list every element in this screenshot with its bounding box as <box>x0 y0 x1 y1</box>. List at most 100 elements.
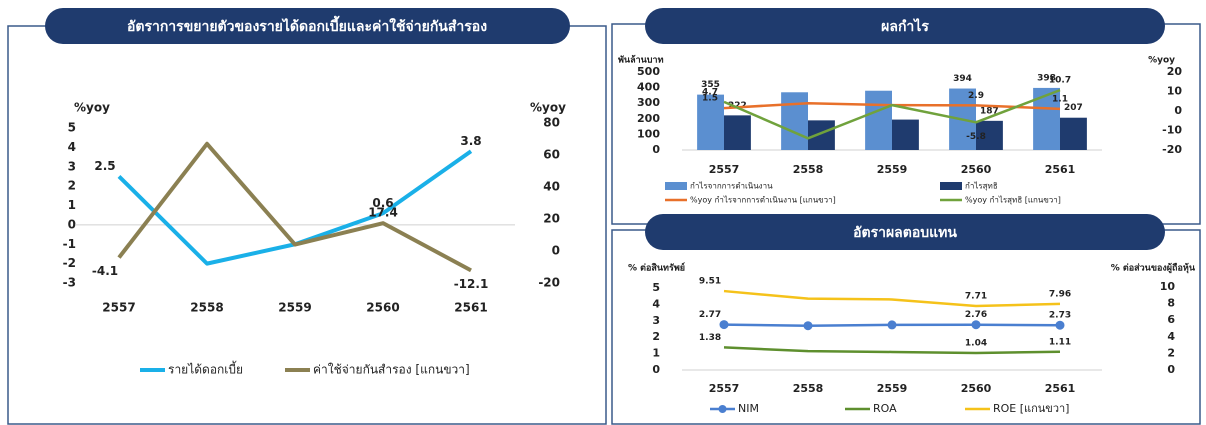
data-label: 222 <box>728 101 747 111</box>
x-tick-label: 2558 <box>793 163 824 176</box>
line <box>117 141 472 273</box>
x-tick-label: 2558 <box>793 382 824 395</box>
data-label: 2.5 <box>94 159 115 173</box>
y-tick-label: 500 <box>637 65 660 78</box>
y-tick-label: 3 <box>68 159 76 173</box>
data-label: 4.7 <box>702 87 718 97</box>
y-tick-label: 4 <box>652 297 660 310</box>
bar <box>808 120 835 150</box>
legend-label: กำไรสุทธิ <box>965 182 998 191</box>
chart-title: ผลกำไร <box>881 17 929 35</box>
bar <box>781 92 808 150</box>
data-label: 1.1 <box>1052 94 1068 104</box>
x-tick-label: 2559 <box>877 382 908 395</box>
y2-tick-label: -10 <box>1162 124 1182 137</box>
legend-label: ROA <box>873 402 897 415</box>
data-label: 10.7 <box>1049 76 1071 86</box>
x-tick-label: 2560 <box>961 382 992 395</box>
title-pill <box>45 8 570 44</box>
line <box>117 149 473 266</box>
x-tick-label: 2559 <box>877 163 908 176</box>
data-label: 17.4 <box>368 206 398 220</box>
data-label: 2.9 <box>968 91 984 101</box>
x-tick-label: 2557 <box>709 163 740 176</box>
data-label: 207 <box>1064 103 1083 113</box>
y-tick-label: -3 <box>63 276 76 290</box>
legend-swatch <box>665 182 687 190</box>
legend-label: NIM <box>738 402 759 415</box>
y-tick-label: 3 <box>652 314 660 327</box>
y2-tick-label: 8 <box>1167 297 1175 310</box>
line <box>723 346 1061 355</box>
y2-tick-label: 0 <box>1167 363 1175 376</box>
y-tick-label: 400 <box>637 81 660 94</box>
title-pill <box>645 8 1165 44</box>
data-label: 1.11 <box>1049 337 1071 347</box>
marker <box>803 321 813 331</box>
data-label: -5.8 <box>966 132 986 142</box>
y-tick-label: 0 <box>652 363 660 376</box>
data-label: 355 <box>701 80 720 90</box>
y2-tick-label: 2 <box>1167 346 1175 359</box>
marker <box>719 320 729 330</box>
y-axis-title: พันล้านบาท <box>618 55 664 66</box>
data-label: 2.76 <box>965 310 987 320</box>
legend-swatch <box>940 182 962 190</box>
y-tick-label: 4 <box>68 140 76 154</box>
legend-label: %yoy กำไรจากการดำเนินงาน [แกนขวา] <box>690 196 836 205</box>
y-tick-label: 1 <box>68 198 76 212</box>
chart-title: อัตราผลตอบแทน <box>853 225 957 241</box>
y2-tick-label: -20 <box>1162 143 1182 156</box>
y-axis-title: %yoy <box>74 101 110 115</box>
legend-marker <box>718 405 727 413</box>
data-label: 187 <box>980 106 999 116</box>
x-tick-label: 2557 <box>709 382 740 395</box>
y2-axis-title: %yoy <box>1148 56 1175 66</box>
data-label: -12.1 <box>454 277 489 291</box>
y-tick-label: 0 <box>68 217 76 231</box>
data-label: 0.6 <box>372 196 393 210</box>
data-label: 7.71 <box>965 292 987 302</box>
marker <box>971 320 981 330</box>
y2-tick-label: 10 <box>1167 85 1183 98</box>
y-tick-label: 1 <box>652 347 660 360</box>
y2-axis-title: % ต่อส่วนของผู้ถือหุ้น <box>1111 262 1196 274</box>
data-label: 2.77 <box>699 310 721 320</box>
y2-tick-label: 6 <box>1167 313 1175 326</box>
y-tick-label: -2 <box>63 256 76 270</box>
x-tick-label: 2560 <box>961 163 992 176</box>
y-tick-label: 2 <box>652 330 660 343</box>
y-tick-label: -1 <box>63 237 76 251</box>
x-tick-label: 2559 <box>278 301 311 315</box>
y-tick-label: 200 <box>637 112 660 125</box>
data-label: 1.04 <box>965 338 987 348</box>
y-tick-label: 5 <box>68 121 76 135</box>
data-label: 7.96 <box>1049 289 1071 299</box>
y-tick-label: 0 <box>652 143 660 156</box>
y2-axis-title: %yoy <box>530 101 566 115</box>
line <box>723 289 1061 308</box>
legend-label: ROE [แกนขวา] <box>993 402 1069 415</box>
legend-label: %yoy กำไรสุทธิ [แกนขวา] <box>965 196 1061 205</box>
bar <box>697 94 724 150</box>
y2-tick-label: 80 <box>543 116 560 130</box>
legend-label: กำไรจากการดำเนินงาน <box>690 182 773 191</box>
y2-tick-label: 0 <box>1174 104 1182 117</box>
x-tick-label: 2557 <box>102 301 135 315</box>
y-tick-label: 2 <box>68 179 76 193</box>
x-tick-label: 2561 <box>1045 382 1076 395</box>
bar <box>892 119 919 150</box>
data-label: -4.1 <box>92 264 118 278</box>
legend-label: รายได้ดอกเบี้ย <box>168 361 243 377</box>
data-label: 9.51 <box>699 277 721 287</box>
y2-tick-label: 0 <box>552 244 560 258</box>
y2-tick-label: 20 <box>1167 65 1183 78</box>
y2-tick-label: -20 <box>538 276 560 290</box>
x-tick-label: 2561 <box>1045 163 1076 176</box>
bar <box>865 90 892 150</box>
y2-tick-label: 60 <box>543 148 560 162</box>
data-label: 1.5 <box>702 94 718 104</box>
bar <box>976 120 1003 150</box>
